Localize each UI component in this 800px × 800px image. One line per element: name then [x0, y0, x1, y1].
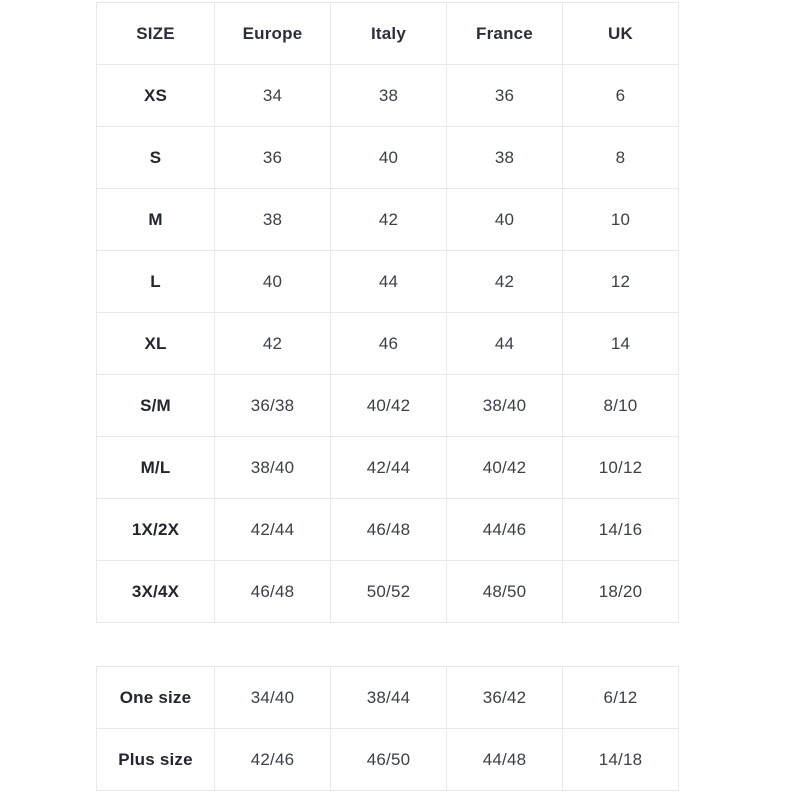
cell-uk: 6/12 — [562, 666, 679, 729]
cell-uk: 14 — [562, 312, 679, 375]
table-row: S/M 36/38 40/42 38/40 8/10 — [96, 374, 679, 437]
cell-europe: 34/40 — [214, 666, 331, 729]
row-label: S/M — [96, 374, 215, 437]
cell-france: 44 — [446, 312, 563, 375]
column-header-size: SIZE — [96, 2, 215, 65]
cell-france: 44/46 — [446, 498, 563, 561]
row-label: M — [96, 188, 215, 251]
table-row: M/L 38/40 42/44 40/42 10/12 — [96, 436, 679, 499]
cell-italy: 40/42 — [330, 374, 447, 437]
column-header-uk: UK — [562, 2, 679, 65]
cell-uk: 8 — [562, 126, 679, 189]
table-row: Plus size 42/46 46/50 44/48 14/18 — [96, 728, 679, 791]
row-label: 1X/2X — [96, 498, 215, 561]
table-row: S 36 40 38 8 — [96, 126, 679, 189]
row-label-plus-size: Plus size — [96, 728, 215, 791]
table-row: 3X/4X 46/48 50/52 48/50 18/20 — [96, 560, 679, 623]
cell-france: 48/50 — [446, 560, 563, 623]
cell-europe: 38 — [214, 188, 331, 251]
table-body: XS 34 38 36 6 S 36 40 38 8 M 38 42 40 10 — [96, 64, 679, 623]
header-row: SIZE Europe Italy France UK — [96, 2, 679, 65]
table-header: SIZE Europe Italy France UK — [96, 2, 679, 65]
cell-france: 44/48 — [446, 728, 563, 791]
cell-uk: 18/20 — [562, 560, 679, 623]
cell-france: 42 — [446, 250, 563, 313]
cell-uk: 8/10 — [562, 374, 679, 437]
cell-italy: 38/44 — [330, 666, 447, 729]
table-row: M 38 42 40 10 — [96, 188, 679, 251]
cell-europe: 42/46 — [214, 728, 331, 791]
table-row: XS 34 38 36 6 — [96, 64, 679, 127]
cell-europe: 34 — [214, 64, 331, 127]
cell-italy: 40 — [330, 126, 447, 189]
row-label: S — [96, 126, 215, 189]
cell-italy: 50/52 — [330, 560, 447, 623]
cell-uk: 6 — [562, 64, 679, 127]
row-label: XL — [96, 312, 215, 375]
cell-europe: 40 — [214, 250, 331, 313]
cell-europe: 42/44 — [214, 498, 331, 561]
cell-italy: 42 — [330, 188, 447, 251]
cell-europe: 42 — [214, 312, 331, 375]
cell-uk: 12 — [562, 250, 679, 313]
cell-italy: 46/50 — [330, 728, 447, 791]
column-header-france: France — [446, 2, 563, 65]
cell-uk: 14/16 — [562, 498, 679, 561]
one-size-plus-size-table: One size 34/40 38/44 36/42 6/12 Plus siz… — [96, 666, 679, 791]
size-conversion-table: SIZE Europe Italy France UK XS 34 38 36 … — [96, 2, 679, 623]
summary-table-body: One size 34/40 38/44 36/42 6/12 Plus siz… — [96, 666, 679, 791]
column-header-europe: Europe — [214, 2, 331, 65]
cell-france: 36 — [446, 64, 563, 127]
row-label: L — [96, 250, 215, 313]
row-label: 3X/4X — [96, 560, 215, 623]
cell-france: 38/40 — [446, 374, 563, 437]
cell-uk: 14/18 — [562, 728, 679, 791]
cell-europe: 38/40 — [214, 436, 331, 499]
cell-france: 36/42 — [446, 666, 563, 729]
cell-europe: 36/38 — [214, 374, 331, 437]
cell-italy: 42/44 — [330, 436, 447, 499]
cell-europe: 46/48 — [214, 560, 331, 623]
column-header-italy: Italy — [330, 2, 447, 65]
cell-france: 40/42 — [446, 436, 563, 499]
cell-france: 38 — [446, 126, 563, 189]
row-label-one-size: One size — [96, 666, 215, 729]
table-row: L 40 44 42 12 — [96, 250, 679, 313]
table-row: 1X/2X 42/44 46/48 44/46 14/16 — [96, 498, 679, 561]
cell-italy: 46 — [330, 312, 447, 375]
cell-uk: 10/12 — [562, 436, 679, 499]
table-row: XL 42 46 44 14 — [96, 312, 679, 375]
cell-italy: 38 — [330, 64, 447, 127]
row-label: XS — [96, 64, 215, 127]
table-row: One size 34/40 38/44 36/42 6/12 — [96, 666, 679, 729]
cell-uk: 10 — [562, 188, 679, 251]
cell-italy: 44 — [330, 250, 447, 313]
cell-europe: 36 — [214, 126, 331, 189]
cell-italy: 46/48 — [330, 498, 447, 561]
cell-france: 40 — [446, 188, 563, 251]
row-label: M/L — [96, 436, 215, 499]
